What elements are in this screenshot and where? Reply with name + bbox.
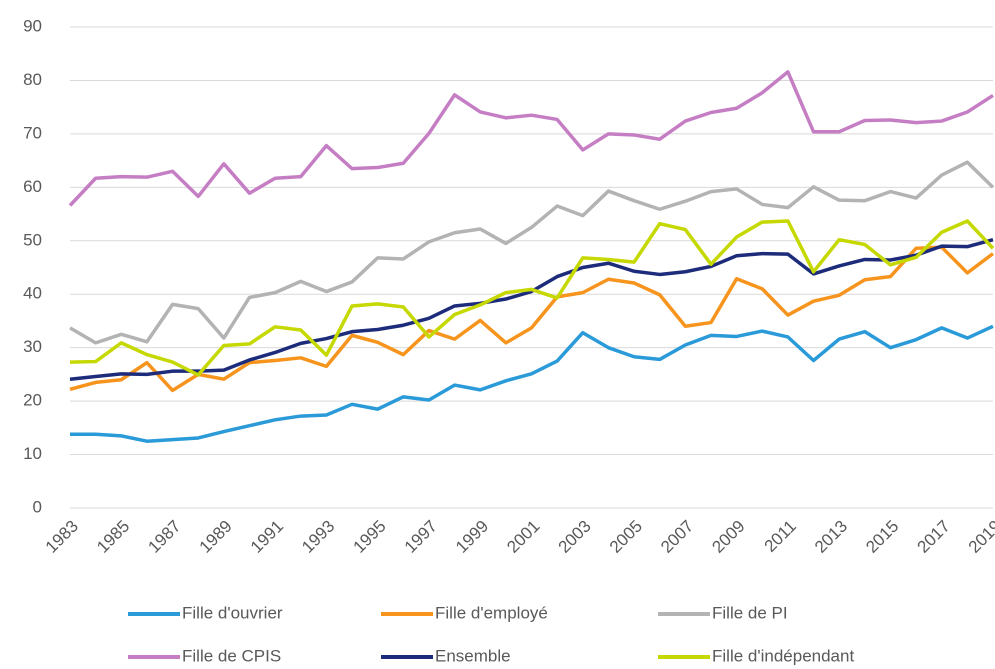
legend-label: Fille de PI [712,603,788,622]
legend-label: Ensemble [435,646,511,665]
x-tick-label: 1987 [144,517,184,557]
legend-label: Fille d'employé [435,603,548,622]
y-tick-label: 70 [23,123,42,142]
x-tick-label: 2011 [761,517,800,556]
series-line [69,238,994,381]
y-tick-label: 0 [33,497,42,516]
y-tick-label: 20 [23,391,42,410]
x-tick-label: 2009 [708,517,748,557]
y-tick-label: 30 [23,337,42,356]
x-tick-label: 2019 [965,517,995,557]
x-tick-label: 1993 [298,517,338,557]
x-tick-label: 2005 [606,517,646,557]
y-tick-label: 90 [23,16,42,35]
x-tick-label: 1985 [93,517,133,557]
x-tick-label: 1991 [247,517,287,557]
series-line [70,324,994,443]
y-tick-label: 10 [23,444,42,463]
x-tick-label: 2003 [555,517,595,557]
y-tick-label: 60 [23,177,42,196]
x-tick-label: 1995 [349,517,389,557]
y-tick-label: 80 [23,70,42,89]
legend-label: Fille d'ouvrier [182,603,283,622]
x-tick-label: 1983 [42,517,82,557]
y-tick-label: 50 [23,230,42,249]
legend-label: Fille d'indépendant [712,646,854,665]
x-tick-label: 1997 [401,517,441,557]
x-tick-label: 2007 [657,517,697,557]
y-tick-label: 40 [23,284,42,303]
series-line [69,245,995,393]
x-tick-label: 2017 [914,517,954,557]
x-tick-label: 2001 [503,517,543,557]
x-tick-label: 1999 [452,517,492,557]
series-line [68,70,994,207]
series-line [69,219,995,377]
x-tick-label: 1989 [196,517,236,557]
x-tick-label: 2015 [862,517,902,557]
x-tick-label: 2013 [811,517,851,557]
legend-label: Fille de CPIS [182,646,281,665]
series-line [69,160,995,345]
